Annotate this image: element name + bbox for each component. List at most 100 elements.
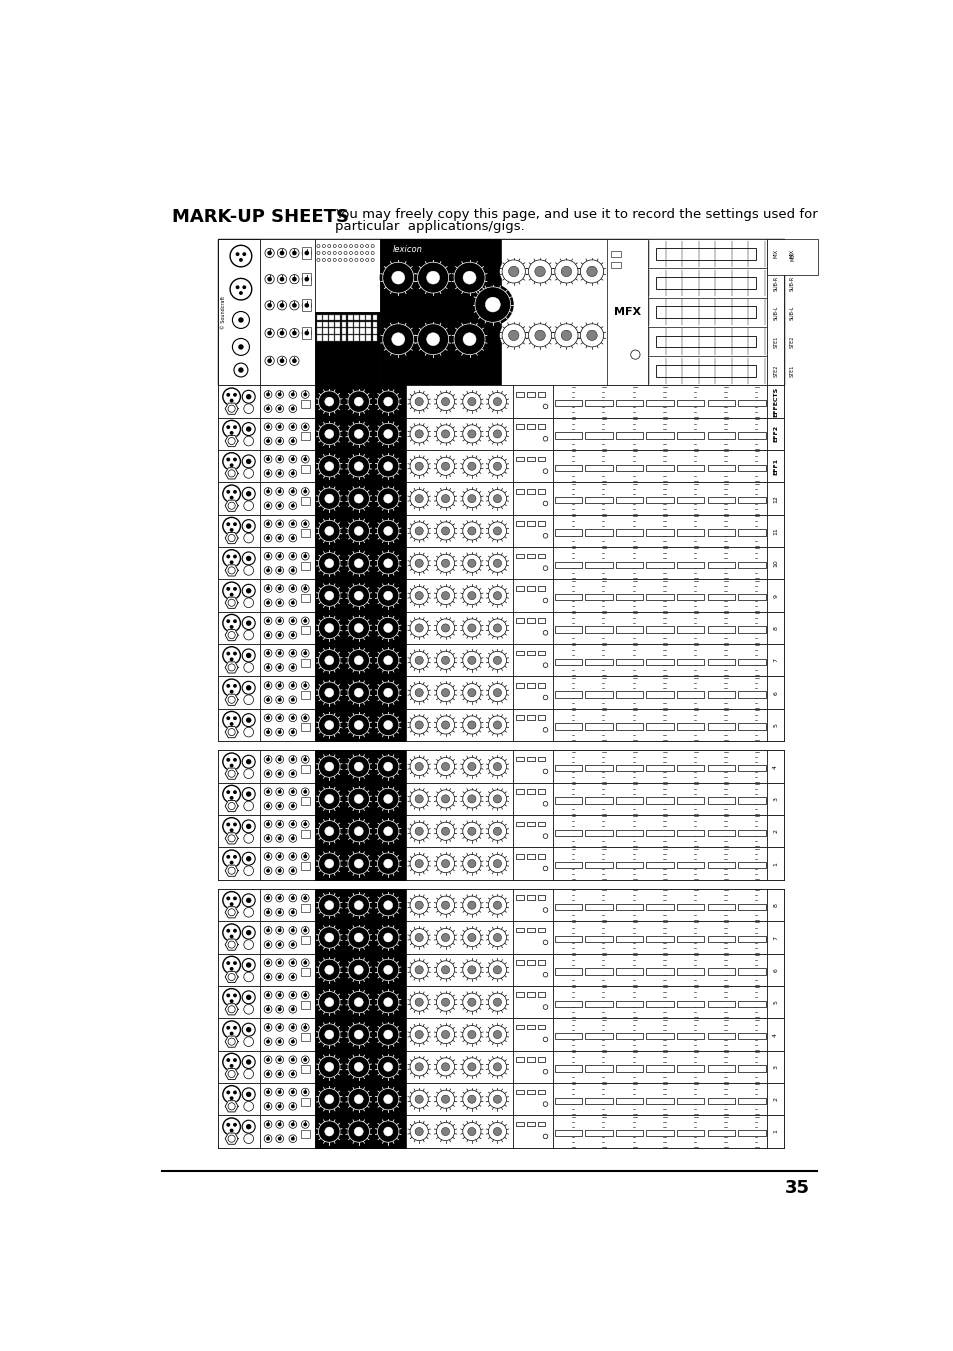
Circle shape: [348, 1121, 369, 1142]
Circle shape: [434, 1023, 456, 1046]
Circle shape: [275, 770, 283, 778]
Circle shape: [542, 1005, 547, 1009]
Circle shape: [410, 823, 428, 840]
Circle shape: [238, 317, 243, 323]
Circle shape: [304, 251, 309, 255]
Circle shape: [301, 927, 309, 935]
Circle shape: [407, 990, 430, 1013]
Circle shape: [434, 1088, 456, 1111]
Circle shape: [303, 554, 307, 558]
Circle shape: [226, 426, 230, 430]
Circle shape: [242, 423, 254, 435]
Circle shape: [275, 1024, 283, 1031]
Circle shape: [235, 285, 239, 289]
Bar: [677, 1129, 703, 1136]
Text: EFFECTS: EFFECTS: [772, 386, 778, 416]
Circle shape: [242, 648, 254, 662]
Bar: [766, 1116, 783, 1148]
Circle shape: [291, 1104, 294, 1108]
Circle shape: [289, 1120, 296, 1128]
Circle shape: [460, 488, 483, 509]
Bar: [766, 515, 783, 547]
Bar: [677, 400, 703, 407]
Circle shape: [266, 1008, 270, 1012]
Circle shape: [417, 324, 448, 354]
Circle shape: [467, 397, 476, 405]
Bar: [655, 365, 755, 377]
Circle shape: [542, 940, 547, 944]
Bar: [555, 465, 581, 471]
Circle shape: [410, 684, 428, 701]
Bar: [406, 986, 513, 1019]
Circle shape: [233, 490, 236, 493]
Circle shape: [434, 788, 456, 811]
Circle shape: [289, 1135, 296, 1143]
Circle shape: [301, 1024, 309, 1031]
Circle shape: [415, 901, 423, 909]
Circle shape: [374, 1117, 401, 1146]
Circle shape: [441, 1063, 449, 1071]
Bar: [406, 644, 513, 677]
Circle shape: [415, 859, 423, 867]
Bar: [335, 315, 340, 320]
Circle shape: [233, 339, 249, 355]
Circle shape: [291, 758, 294, 762]
Circle shape: [223, 1021, 240, 1039]
Bar: [354, 322, 358, 327]
Circle shape: [246, 1059, 252, 1065]
Circle shape: [226, 758, 230, 762]
Circle shape: [348, 650, 369, 671]
Bar: [526, 684, 534, 688]
Circle shape: [578, 322, 605, 349]
Circle shape: [277, 716, 281, 720]
Bar: [217, 1116, 260, 1148]
Circle shape: [275, 908, 283, 916]
Bar: [585, 765, 612, 771]
Circle shape: [410, 1090, 428, 1108]
Bar: [526, 961, 534, 965]
Circle shape: [410, 716, 428, 734]
Circle shape: [289, 927, 296, 935]
Bar: [316, 335, 321, 340]
Circle shape: [289, 867, 296, 874]
Circle shape: [301, 755, 309, 763]
Circle shape: [230, 658, 233, 661]
Circle shape: [542, 696, 547, 700]
Circle shape: [244, 866, 253, 875]
Bar: [323, 335, 328, 340]
Circle shape: [277, 393, 281, 396]
Circle shape: [488, 993, 506, 1012]
Circle shape: [230, 1065, 233, 1067]
Bar: [314, 450, 406, 482]
Circle shape: [291, 471, 294, 476]
Circle shape: [322, 251, 325, 254]
Circle shape: [436, 489, 455, 508]
Circle shape: [374, 647, 401, 674]
Bar: [406, 1084, 513, 1116]
Bar: [217, 750, 260, 782]
Circle shape: [266, 961, 270, 965]
Circle shape: [233, 961, 236, 965]
Circle shape: [233, 993, 236, 997]
Text: 2: 2: [772, 1097, 778, 1101]
Circle shape: [436, 1025, 455, 1043]
Bar: [707, 904, 734, 911]
Bar: [314, 1019, 406, 1051]
Circle shape: [467, 624, 476, 632]
Circle shape: [242, 820, 254, 832]
Circle shape: [315, 817, 343, 844]
Circle shape: [493, 934, 501, 942]
Circle shape: [383, 1094, 393, 1104]
Bar: [329, 322, 334, 327]
Bar: [513, 921, 553, 954]
Circle shape: [441, 397, 449, 405]
Circle shape: [266, 457, 270, 461]
Circle shape: [354, 901, 363, 909]
Bar: [217, 954, 260, 986]
Circle shape: [266, 586, 270, 590]
Bar: [323, 315, 328, 320]
Circle shape: [383, 934, 393, 942]
Circle shape: [266, 651, 270, 655]
Bar: [513, 889, 553, 921]
Circle shape: [382, 262, 414, 293]
